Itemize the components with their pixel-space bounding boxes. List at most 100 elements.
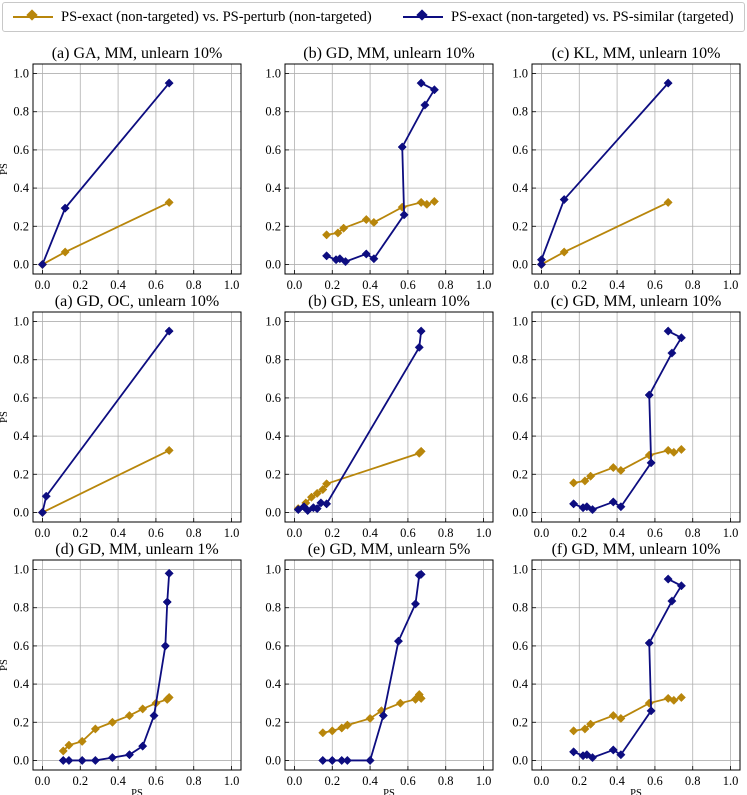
series-2-point xyxy=(582,502,592,512)
series-2-point xyxy=(397,142,407,152)
legend-label-series2: PS-exact (non-targeted) vs. PS-similar (… xyxy=(451,8,734,25)
y-tick-label: 0.8 xyxy=(265,353,281,367)
series-1-point xyxy=(559,247,569,257)
subplot-title: (d) GD, MM, unlearn 1% xyxy=(55,541,219,558)
series-1-point xyxy=(77,736,87,746)
series-2-point xyxy=(60,203,70,213)
x-tick-label: 0.4 xyxy=(110,278,126,292)
axes-frame xyxy=(32,311,242,523)
series-2-point xyxy=(149,711,159,721)
x-tick-label: 0.2 xyxy=(324,278,340,292)
series-2-point xyxy=(138,741,148,751)
x-tick-label: 0.8 xyxy=(438,526,454,540)
subplot-9: 0.0 0.2 0.4 0.6 0.8 1.0 0.0 0.2 0.4 0.6 0.8 1.0 (f) … xyxy=(512,541,741,795)
series-2-point xyxy=(340,257,351,267)
series-2-line xyxy=(573,330,683,511)
y-tick-label: 0.0 xyxy=(512,505,528,519)
series-2-point xyxy=(608,745,618,755)
y-tick-label: 0.4 xyxy=(512,181,528,195)
series-1-line xyxy=(42,449,170,514)
series-1-point xyxy=(339,223,349,233)
x-axis-label: PS xyxy=(131,788,143,795)
series-2-point xyxy=(416,78,426,88)
series-2-line xyxy=(41,330,170,513)
y-tick-label: 0.0 xyxy=(13,505,29,519)
y-tick-label: 1.0 xyxy=(512,315,528,329)
y-tick-label: 0.8 xyxy=(265,105,281,119)
y-tick-label: 0.2 xyxy=(265,219,281,233)
series-2-point xyxy=(416,569,426,579)
series-2-point xyxy=(420,100,430,110)
y-tick-label: 0.8 xyxy=(512,601,528,615)
series-2-point xyxy=(646,706,656,716)
legend-label-series1: PS-exact (non-targeted) vs. PS-perturb (… xyxy=(61,8,372,25)
x-tick-label: 0.0 xyxy=(287,526,303,540)
series-1-point xyxy=(644,698,654,708)
y-tick-label: 0.8 xyxy=(512,353,528,367)
series-1-point xyxy=(569,478,579,488)
series-2-point xyxy=(164,568,174,578)
y-tick-label: 0.2 xyxy=(512,467,528,481)
series-1-point xyxy=(676,692,686,703)
series-1-point xyxy=(616,465,626,476)
y-tick-label: 1.0 xyxy=(512,563,528,577)
series-1-line xyxy=(297,450,422,510)
subplot-7: 0.0 0.2 0.4 0.6 0.8 1.0 0.0 0.2 0.4 0.6 0.8 1.0 (d) … xyxy=(0,541,242,795)
series-2-line xyxy=(573,578,683,759)
series-2-line xyxy=(41,82,170,265)
series-2-point xyxy=(327,755,337,766)
x-tick-label: 0.6 xyxy=(400,278,416,292)
series-1-point xyxy=(416,197,426,207)
y-tick-label: 0.4 xyxy=(13,677,29,691)
x-tick-label: 1.0 xyxy=(723,278,739,292)
x-tick-label: 0.0 xyxy=(534,278,550,292)
x-tick-label: 0.0 xyxy=(287,774,303,788)
series-1-point xyxy=(369,217,379,228)
axes-frame xyxy=(531,559,741,771)
axes-frame xyxy=(32,559,242,771)
x-tick-label: 0.0 xyxy=(287,278,303,292)
series-2-line xyxy=(63,573,171,762)
series-2-point xyxy=(663,574,673,584)
y-tick-label: 0.4 xyxy=(265,677,281,691)
x-tick-label: 0.6 xyxy=(148,774,164,788)
y-tick-label: 0.8 xyxy=(512,105,528,119)
x-tick-label: 0.8 xyxy=(186,278,202,292)
y-tick-label: 0.2 xyxy=(13,467,29,481)
series-1-point xyxy=(327,726,337,736)
series-2-point xyxy=(378,711,388,721)
y-tick-label: 1.0 xyxy=(265,315,281,329)
subplot-4: 0.0 0.2 0.4 0.6 0.8 1.0 0.0 0.2 0.4 0.6 0.8 1.0 (a) … xyxy=(0,293,242,540)
series-1-point xyxy=(312,488,322,498)
series-2-point xyxy=(164,78,174,88)
y-tick-label: 0.2 xyxy=(512,715,528,729)
series-2-point xyxy=(416,326,426,336)
series-2-point xyxy=(369,254,379,264)
series-1-point xyxy=(318,728,328,738)
series-1-point xyxy=(663,445,673,455)
series-2-point xyxy=(429,85,439,95)
series-1-point xyxy=(608,463,618,473)
series-1-point xyxy=(663,197,673,207)
series-2-point xyxy=(124,750,134,760)
series-1-point xyxy=(90,724,100,734)
axes-frame xyxy=(284,63,494,275)
series-2-point xyxy=(536,255,547,265)
x-tick-label: 0.6 xyxy=(400,526,416,540)
series-2-point xyxy=(365,755,375,766)
x-tick-label: 0.6 xyxy=(148,526,164,540)
series-1-point xyxy=(397,202,407,212)
series-1-point xyxy=(365,713,375,724)
y-tick-label: 0.8 xyxy=(13,601,29,615)
x-tick-label: 0.6 xyxy=(647,278,663,292)
series-1-point xyxy=(58,746,68,756)
y-tick-label: 0.6 xyxy=(265,391,281,405)
x-tick-label: 0.8 xyxy=(438,774,454,788)
series-1-line xyxy=(62,696,170,752)
series-2-point xyxy=(318,755,328,766)
x-tick-label: 1.0 xyxy=(476,526,492,540)
series-2-line xyxy=(297,330,423,512)
x-tick-label: 0.8 xyxy=(685,526,701,540)
series-1-point xyxy=(580,476,590,486)
